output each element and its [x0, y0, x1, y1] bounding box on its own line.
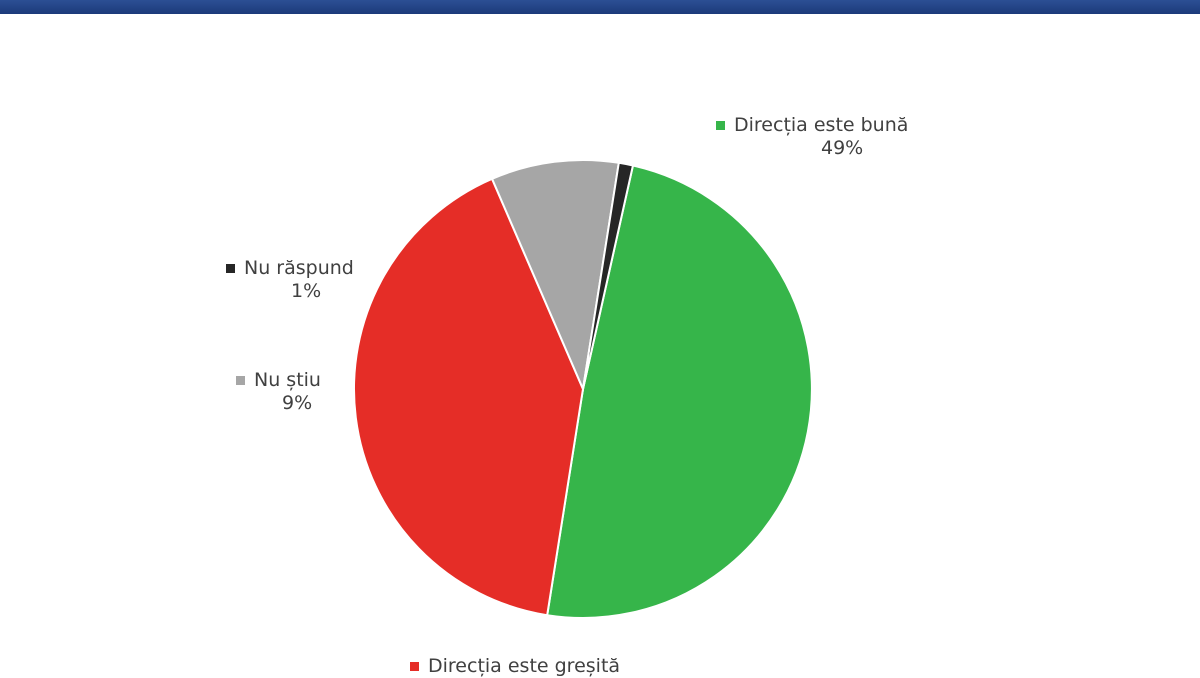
label-nu-raspund-value: 1%: [291, 280, 322, 302]
label-directia-gresita-text: Direcția este greșită: [428, 655, 621, 677]
label-nu-raspund: Nu răspund 1%: [226, 257, 354, 303]
legend-swatch-red: [410, 662, 419, 671]
slice-nu-raspund: [582, 161, 635, 390]
legend-swatch-black: [226, 264, 235, 273]
label-nu-stiu: Nu știu 9%: [236, 369, 321, 415]
legend-swatch-green: [716, 121, 725, 130]
legend-swatch-gray: [236, 376, 245, 385]
label-directia-buna: Direcția este bună 49%: [716, 114, 908, 160]
label-directia-buna-text: Direcția este bună: [734, 114, 909, 136]
label-nu-stiu-text: Nu știu: [254, 369, 321, 391]
pie-slices: [353, 159, 813, 619]
label-directia-gresita: Direcția este greșită: [410, 655, 620, 678]
slice-nu-stiu: [490, 159, 620, 393]
label-nu-stiu-value: 9%: [282, 392, 313, 414]
slice-directia-gresita: [353, 177, 585, 617]
label-nu-raspund-text: Nu răspund: [244, 257, 354, 279]
slice-directia-buna: [546, 164, 813, 619]
label-directia-buna-value: 49%: [821, 137, 864, 159]
header-band: [0, 0, 1200, 14]
